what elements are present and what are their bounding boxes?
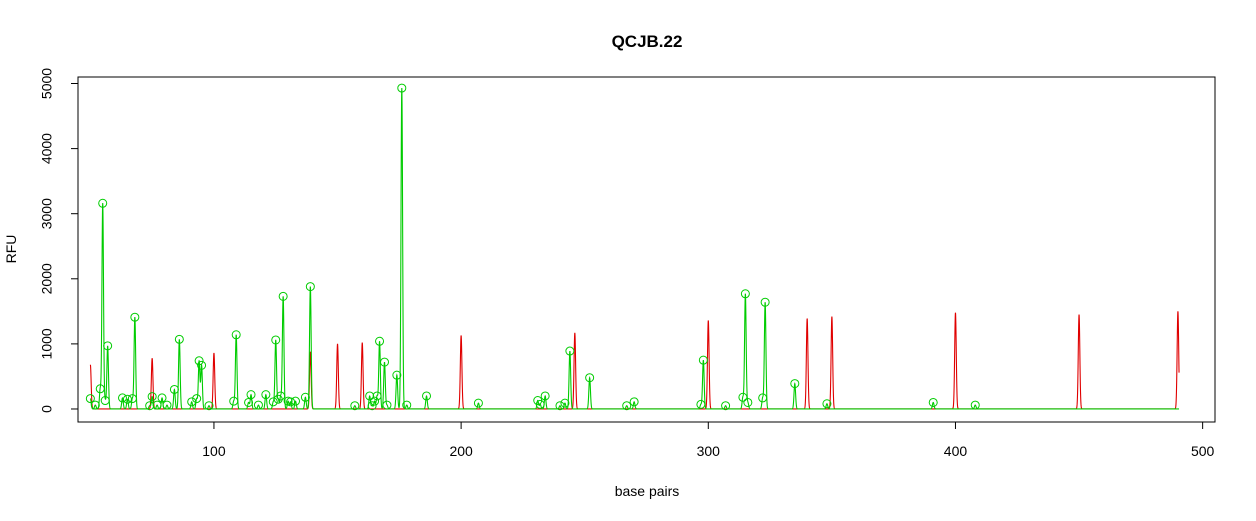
peak-marker xyxy=(204,401,214,411)
peak-marker xyxy=(192,394,202,404)
peak-marker xyxy=(103,341,113,351)
peak-marker xyxy=(187,397,197,407)
peak-marker xyxy=(291,396,301,406)
peak-marker xyxy=(629,397,639,407)
peak-marker xyxy=(560,398,570,408)
x-axis-label: base pairs xyxy=(615,483,680,499)
peak-marker xyxy=(169,384,179,394)
y-tick-label: 3000 xyxy=(39,198,55,229)
y-tick-label: 5000 xyxy=(39,68,55,99)
peak-marker xyxy=(130,312,140,322)
peak-marker xyxy=(253,400,263,410)
peak-marker xyxy=(473,398,483,408)
peak-marker xyxy=(740,289,750,299)
sample-trace xyxy=(89,88,1180,410)
peak-marker xyxy=(375,336,385,346)
y-axis-label: RFU xyxy=(3,235,19,264)
peak-marker xyxy=(273,394,283,404)
peak-marker xyxy=(231,330,241,340)
peak-marker xyxy=(271,335,281,345)
peak-marker xyxy=(244,397,254,407)
peak-marker xyxy=(382,400,392,410)
peak-marker xyxy=(422,391,432,401)
peak-marker xyxy=(278,291,288,301)
peak-marker xyxy=(790,379,800,389)
peak-marker xyxy=(379,357,389,367)
peak-marker xyxy=(743,397,753,407)
peak-marker xyxy=(286,397,296,407)
peak-marker xyxy=(928,397,938,407)
peak-marker xyxy=(392,370,402,380)
peak-marker xyxy=(970,400,980,410)
y-tick-label: 0 xyxy=(39,405,55,413)
x-tick-label: 100 xyxy=(202,443,226,459)
peak-marker xyxy=(402,400,412,410)
peak-marker xyxy=(122,394,132,404)
y-tick-label: 4000 xyxy=(39,133,55,164)
peak-marker xyxy=(540,391,550,401)
peak-marker xyxy=(721,401,731,411)
x-tick-label: 500 xyxy=(1191,443,1215,459)
x-tick-label: 400 xyxy=(944,443,968,459)
peak-marker xyxy=(90,400,100,410)
peak-marker xyxy=(565,346,575,356)
peak-marker xyxy=(370,396,380,406)
y-tick-label: 1000 xyxy=(39,328,55,359)
plot-frame xyxy=(77,76,1216,423)
peak-marker xyxy=(760,297,770,307)
peak-marker xyxy=(698,355,708,365)
x-tick-label: 200 xyxy=(449,443,473,459)
peak-marker xyxy=(372,391,382,401)
peak-marker xyxy=(157,393,167,403)
peak-marker xyxy=(117,393,127,403)
peak-marker xyxy=(246,390,256,400)
peak-marker xyxy=(197,360,207,370)
peak-marker xyxy=(397,83,407,93)
peak-marker xyxy=(194,356,204,366)
peak-marker xyxy=(162,400,172,410)
peak-marker xyxy=(268,397,278,407)
chart-title: QCJB.22 xyxy=(612,32,683,51)
peak-marker xyxy=(350,401,360,411)
peak-marker xyxy=(822,399,832,409)
peak-marker xyxy=(261,390,271,400)
peak-marker xyxy=(98,198,108,208)
peak-marker xyxy=(367,401,377,411)
peak-marker xyxy=(147,392,157,402)
peak-marker xyxy=(305,282,315,292)
peak-marker xyxy=(276,391,286,401)
peak-marker xyxy=(152,400,162,410)
peak-marker xyxy=(85,394,95,404)
x-axis: 100 200 300 400 500 xyxy=(202,421,1215,459)
peak-marker xyxy=(174,334,184,344)
peak-marker xyxy=(535,399,545,409)
ladder-trace xyxy=(89,311,1180,410)
peak-marker xyxy=(95,384,105,394)
x-tick-label: 300 xyxy=(697,443,721,459)
peak-marker xyxy=(738,392,748,402)
peak-marker xyxy=(758,393,768,403)
peak-marker xyxy=(696,399,706,409)
peak-marker xyxy=(622,401,632,411)
y-axis: 0 1000 2000 3000 4000 5000 xyxy=(39,68,79,413)
peak-marker xyxy=(100,396,110,406)
peak-marker xyxy=(145,401,155,411)
peak-marker xyxy=(127,394,137,404)
peak-marker xyxy=(555,401,565,411)
peak-marker xyxy=(300,392,310,402)
plot-area xyxy=(85,83,1180,411)
y-tick-label: 2000 xyxy=(39,263,55,294)
peak-marker xyxy=(585,373,595,383)
peak-marker xyxy=(365,391,375,401)
peak-marker xyxy=(229,396,239,406)
